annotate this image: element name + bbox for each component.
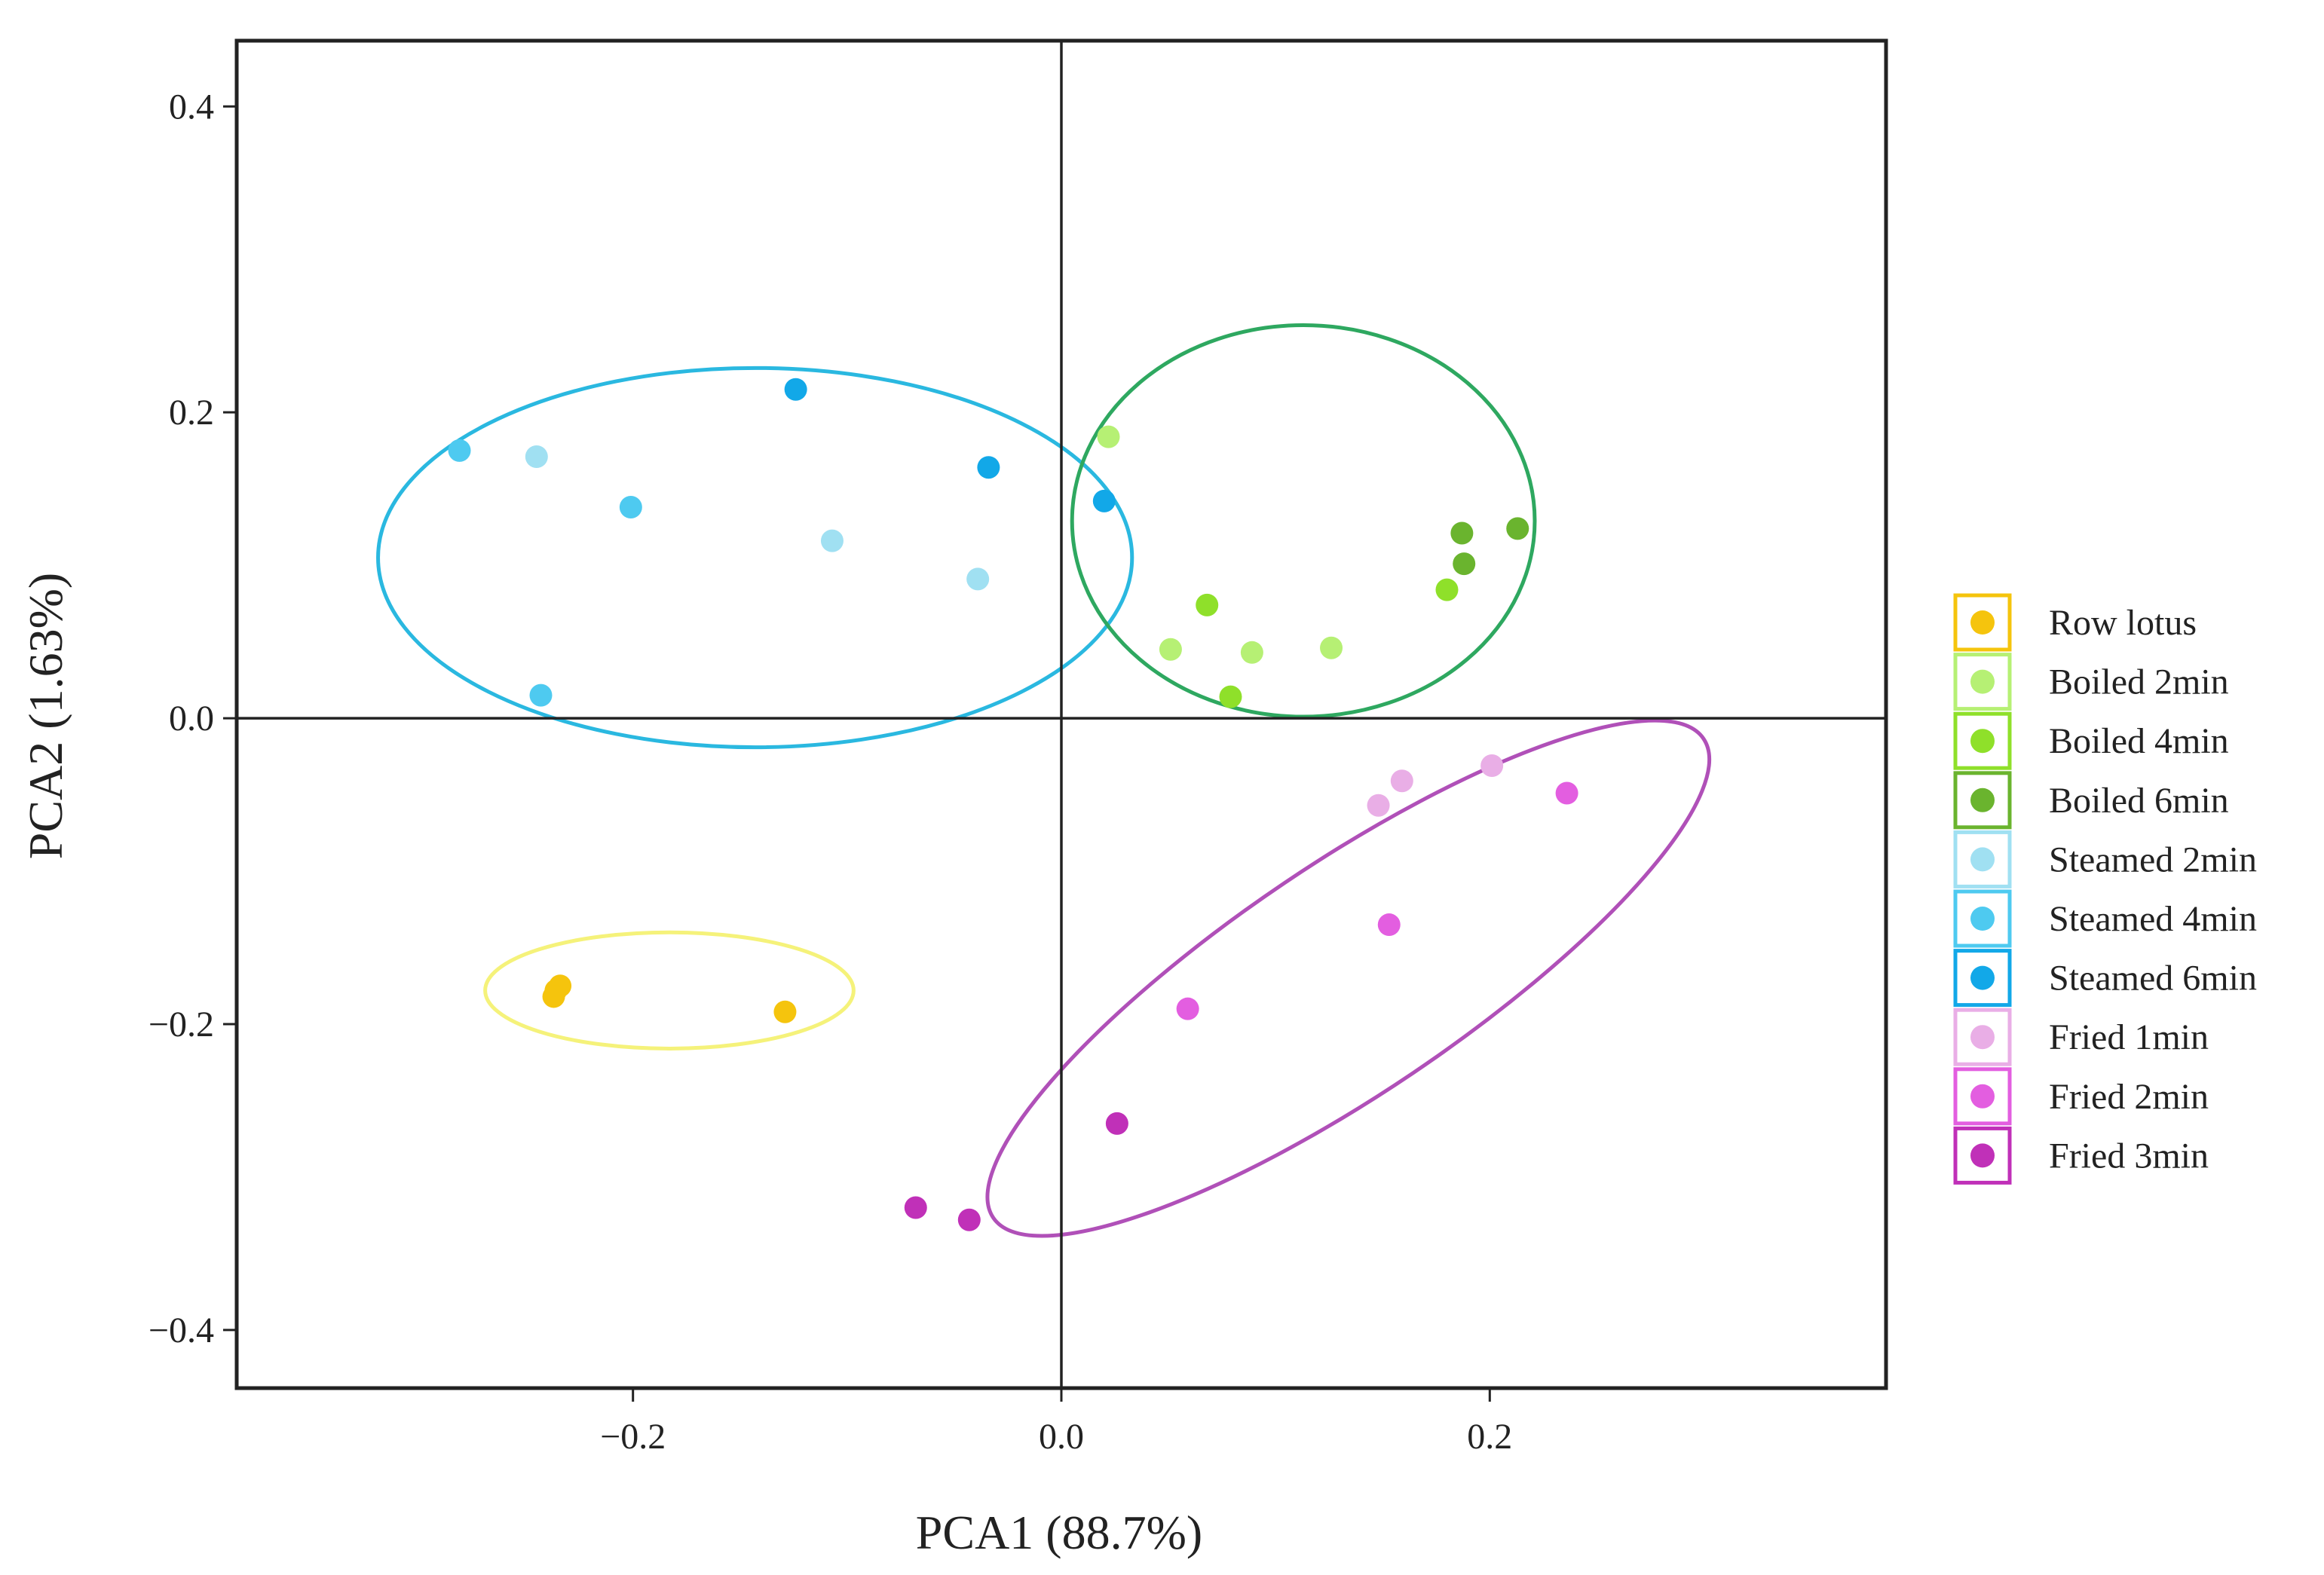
- data-point-fried-1min: [1390, 769, 1413, 793]
- data-point-boiled-2min: [1240, 641, 1263, 664]
- legend-label: Boiled 4min: [2049, 721, 2229, 761]
- data-point-boiled-2min: [1159, 638, 1182, 661]
- data-point-boiled-4min: [1435, 578, 1459, 601]
- reference-lines: [237, 41, 1886, 1388]
- legend-item: Boiled 2min: [1953, 653, 2229, 711]
- legend-item: Fried 2min: [1953, 1067, 2209, 1126]
- legend-label: Boiled 2min: [2049, 662, 2229, 702]
- legend: Row lotus Boiled 2min Boiled 4min Boiled 6m…: [1953, 593, 2257, 1185]
- data-point-boiled-6min: [1450, 521, 1474, 545]
- data-point-fried-2min: [1176, 997, 1199, 1020]
- data-point-steamed-4min: [529, 684, 553, 707]
- legend-label: Steamed 2min: [2049, 839, 2257, 879]
- y-axis-title: PCA2 (1.63%): [19, 573, 72, 859]
- x-tick-label: 0.2: [1467, 1417, 1512, 1457]
- data-point-steamed-2min: [820, 529, 844, 552]
- legend-marker: [1970, 965, 1995, 990]
- data-point-row-lotus: [542, 985, 565, 1008]
- legend-item: Row lotus: [1953, 593, 2197, 652]
- data-point-boiled-2min: [1097, 425, 1120, 448]
- data-point-steamed-6min: [1092, 489, 1116, 512]
- legend-marker: [1970, 729, 1995, 754]
- y-tick-label: 0.0: [169, 699, 214, 739]
- data-points: [448, 378, 1578, 1231]
- data-point-fried-2min: [1377, 913, 1401, 937]
- legend-item: Fried 3min: [1953, 1126, 2209, 1185]
- y-tick-label: −0.4: [149, 1310, 214, 1350]
- legend-label: Fried 1min: [2049, 1017, 2209, 1057]
- legend-item: Boiled 6min: [1953, 771, 2229, 830]
- data-point-steamed-2min: [966, 567, 990, 591]
- x-tick-label: 0.0: [1039, 1417, 1084, 1457]
- cluster-ellipse-boiled: [1070, 323, 1537, 719]
- legend-marker: [1970, 1143, 1995, 1168]
- legend-label: Steamed 4min: [2049, 899, 2257, 939]
- data-point-boiled-6min: [1506, 517, 1529, 540]
- legend-label: Boiled 6min: [2049, 781, 2229, 821]
- data-point-steamed-2min: [525, 445, 548, 469]
- data-point-steamed-6min: [977, 456, 1000, 479]
- data-point-fried-1min: [1480, 754, 1504, 777]
- legend-item: Fried 1min: [1953, 1008, 2209, 1066]
- legend-marker: [1970, 847, 1995, 872]
- data-point-boiled-4min: [1196, 593, 1219, 616]
- legend-item: Steamed 6min: [1953, 949, 2257, 1008]
- cluster-ellipse-row-lotus: [483, 930, 856, 1051]
- data-point-fried-3min: [904, 1196, 927, 1219]
- data-point-fried-3min: [957, 1208, 981, 1231]
- data-point-steamed-4min: [448, 439, 471, 462]
- legend-label: Steamed 6min: [2049, 959, 2257, 999]
- legend-swatch: [1953, 1126, 2012, 1185]
- data-point-fried-1min: [1367, 794, 1390, 817]
- data-point-boiled-4min: [1219, 685, 1242, 708]
- legend-item: Boiled 4min: [1953, 711, 2229, 770]
- data-point-steamed-6min: [784, 378, 807, 401]
- data-point-steamed-4min: [619, 496, 642, 519]
- legend-item: Steamed 2min: [1953, 830, 2257, 888]
- axis-ticks: −0.2 0.0 0.2 0.4 0.2 0.0 −0.2 −0.4: [149, 87, 1512, 1457]
- x-tick-label: −0.2: [600, 1417, 666, 1457]
- cluster-ellipse-steamed: [376, 365, 1134, 750]
- legend-marker: [1970, 669, 1995, 694]
- legend-label: Fried 3min: [2049, 1136, 2209, 1176]
- cluster-ellipse-fried: [985, 718, 1712, 1238]
- legend-marker: [1970, 907, 1995, 931]
- data-point-fried-3min: [1105, 1112, 1128, 1135]
- legend-marker: [1970, 788, 1995, 812]
- data-point-boiled-2min: [1320, 636, 1343, 659]
- y-tick-label: 0.2: [169, 393, 214, 433]
- data-point-row-lotus: [773, 1000, 797, 1023]
- legend-label: Row lotus: [2049, 603, 2197, 643]
- legend-item: Steamed 4min: [1953, 889, 2257, 948]
- x-axis-title: PCA1 (88.7%): [916, 1506, 1202, 1559]
- y-tick-label: −0.2: [149, 1005, 214, 1044]
- cluster-ellipses: [376, 323, 1712, 1238]
- legend-label: Fried 2min: [2049, 1077, 2209, 1117]
- legend-marker: [1970, 1025, 1995, 1050]
- data-point-fried-2min: [1555, 781, 1578, 805]
- legend-marker: [1970, 610, 1995, 635]
- data-point-boiled-6min: [1453, 552, 1476, 576]
- y-tick-label: 0.4: [169, 87, 214, 127]
- legend-marker: [1970, 1084, 1995, 1109]
